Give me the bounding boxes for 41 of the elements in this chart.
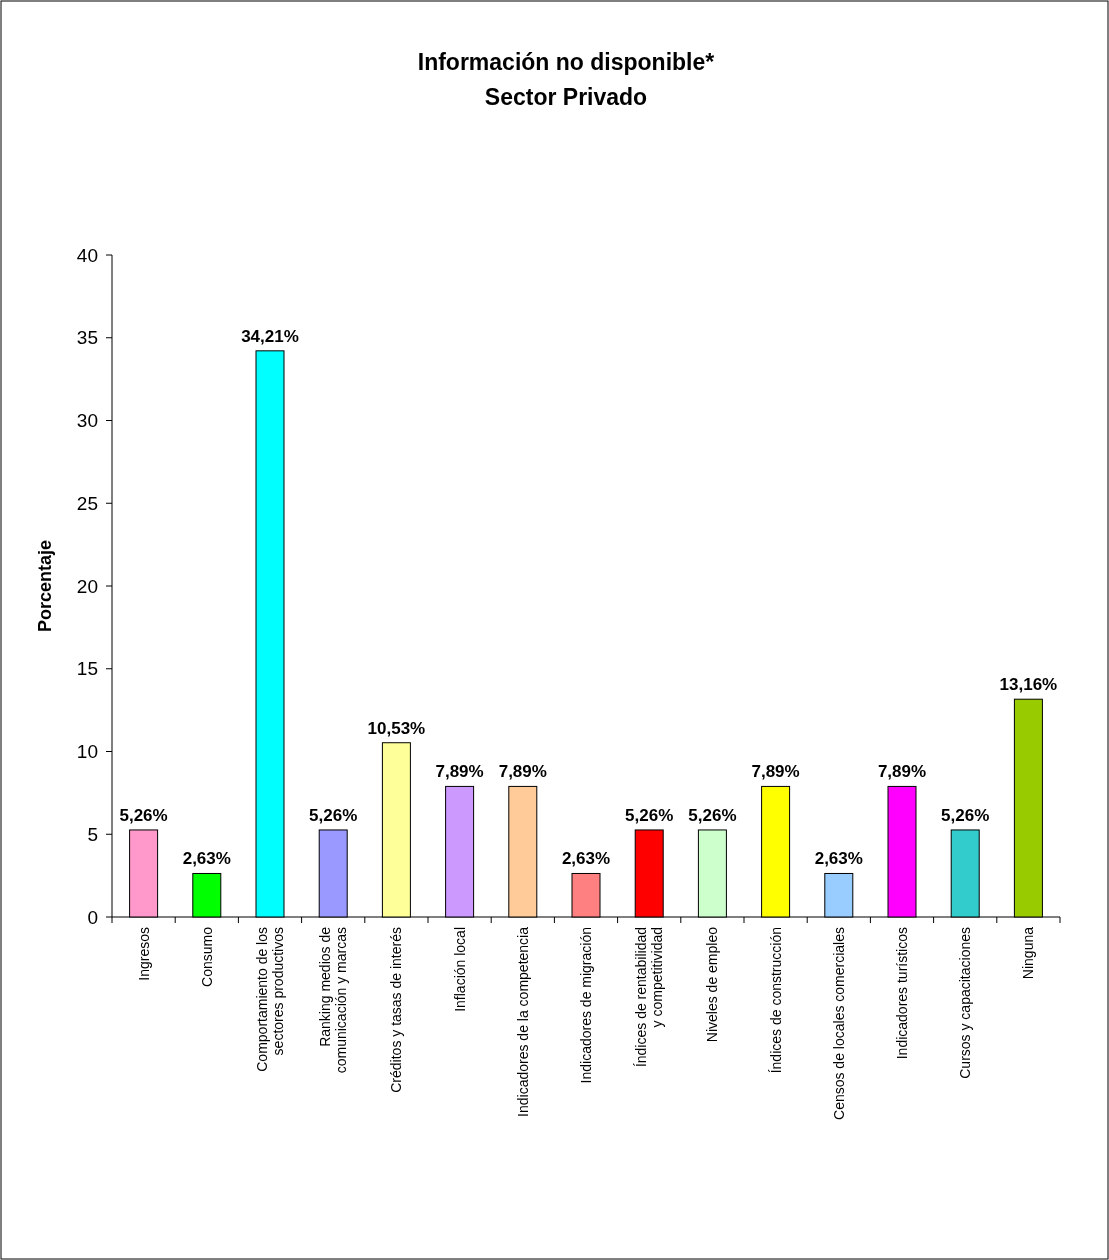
x-tick-label: Inflación local xyxy=(451,927,468,1012)
data-label: 5,26% xyxy=(119,805,168,825)
y-axis-title: Porcentaje xyxy=(35,539,55,633)
data-label: 5,26% xyxy=(309,805,358,825)
data-label: 7,89% xyxy=(877,762,927,782)
data-label: 5,26% xyxy=(941,805,990,825)
chart-title: Información no disponible* xyxy=(417,49,715,75)
x-tick-label: Censos de locales comerciales xyxy=(830,927,847,1120)
data-label: 2,63% xyxy=(561,849,611,869)
data-label: 5,26% xyxy=(688,805,737,825)
y-tick-label: 15 xyxy=(76,658,98,680)
x-tick-label: Niveles de empleo xyxy=(704,926,721,1043)
y-tick-label: 30 xyxy=(76,410,98,432)
x-tick-label: Cursos y capacitaciones xyxy=(957,927,974,1079)
y-tick-label: 20 xyxy=(76,575,98,597)
data-label: 13,16% xyxy=(999,675,1058,695)
x-tick-label: Indicadores de migración xyxy=(578,927,594,1084)
x-tick-label: Créditos y tasas de interés xyxy=(388,927,405,1093)
data-label: 2,63% xyxy=(814,849,863,869)
x-tick-label: Indicadores de la competencia xyxy=(514,926,531,1117)
y-tick-label: 35 xyxy=(76,327,98,349)
data-label: 2,63% xyxy=(182,849,231,869)
x-tick-label: Índices de rentabilidad y competitividad xyxy=(633,927,666,1068)
x-tick-label: Índices de construcción xyxy=(767,927,784,1074)
data-label: 7,89% xyxy=(498,762,547,782)
data-label: 34,21% xyxy=(241,326,299,346)
y-tick-label: 10 xyxy=(76,741,98,763)
y-tick-label: 40 xyxy=(76,244,98,266)
x-tick-label: Ninguna xyxy=(1020,926,1037,980)
chart-subtitle: Sector Privado xyxy=(484,84,648,110)
x-tick-label: Comportamiento de los sectores productivos xyxy=(254,927,286,1072)
y-tick-label: 25 xyxy=(76,492,98,514)
data-label: 7,89% xyxy=(751,762,800,782)
data-label: 10,53% xyxy=(367,718,426,738)
x-tick-label: Consumo xyxy=(198,926,215,987)
x-tick-label: Ingresos xyxy=(135,927,152,981)
data-label: 7,89% xyxy=(435,762,484,782)
y-tick-label: 5 xyxy=(87,823,98,845)
y-tick-label: 0 xyxy=(87,906,98,928)
data-label: 5,26% xyxy=(625,805,674,825)
x-tick-label: Indicadores turísticos xyxy=(894,927,910,1060)
